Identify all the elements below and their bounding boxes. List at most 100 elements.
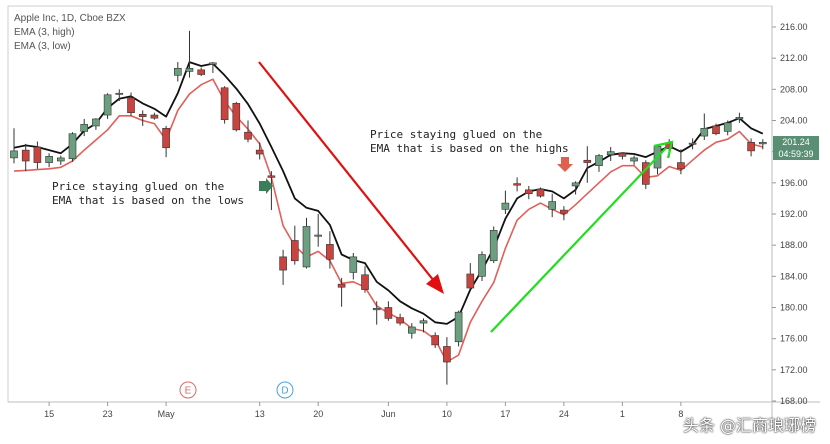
symbol-title: Apple Inc, 1D, Cboe BZX <box>14 13 126 24</box>
candle <box>595 154 603 172</box>
candle-body <box>758 142 767 145</box>
candle-body <box>80 124 88 132</box>
candle <box>349 252 358 280</box>
y-tick-label: 188.00 <box>780 240 808 250</box>
candle-body <box>372 307 381 311</box>
candle <box>127 92 135 116</box>
candle-body <box>10 150 18 159</box>
candle <box>384 301 393 321</box>
candle <box>712 123 720 136</box>
candle <box>536 187 545 198</box>
x-tick-label: 17 <box>500 409 510 419</box>
y-tick-label: 176.00 <box>780 334 808 344</box>
candle <box>407 323 416 339</box>
candle <box>443 337 451 385</box>
candle-body <box>548 201 557 210</box>
y-tick-label: 196.00 <box>780 178 808 188</box>
x-tick-label: 20 <box>313 409 323 419</box>
candle <box>174 62 182 82</box>
candle-body <box>513 183 521 186</box>
candle-body <box>595 155 603 166</box>
candle-body <box>21 149 30 162</box>
candle <box>548 193 557 218</box>
candle <box>302 217 311 269</box>
candle-body <box>185 67 194 72</box>
y-tick-label: 212.00 <box>780 53 808 63</box>
candle-body <box>618 152 627 157</box>
candle-body <box>407 326 416 334</box>
axes-layer: 216.00212.00208.00204.00200.00196.00192.… <box>7 5 820 428</box>
y-tick-label: 192.00 <box>780 209 808 219</box>
candle-body <box>209 62 217 65</box>
candle <box>337 277 346 307</box>
ema-high-legend: EMA (3, high) <box>14 27 75 38</box>
candle-body <box>443 346 451 363</box>
y-tick-label: 216.00 <box>780 22 808 32</box>
candle-body <box>267 175 276 178</box>
candle-body <box>68 133 77 159</box>
candle-body <box>560 209 568 214</box>
candle <box>630 155 638 165</box>
annotation-highs: Price staying glued on the EMA that is b… <box>370 128 569 155</box>
candle <box>220 86 229 124</box>
candle <box>560 206 568 221</box>
candle-body <box>712 125 720 135</box>
candle-body <box>337 283 346 288</box>
candle <box>489 226 498 264</box>
candle-body <box>138 113 147 117</box>
candle-body <box>489 230 498 262</box>
candle <box>735 112 744 123</box>
x-tick-label: Jun <box>381 409 396 419</box>
candle-body <box>396 317 404 324</box>
candle-body <box>747 142 755 152</box>
candle <box>501 190 510 214</box>
candle-body <box>583 159 592 163</box>
candle <box>21 143 30 172</box>
candle <box>138 110 147 126</box>
candle <box>677 149 685 175</box>
candle-body <box>431 335 440 346</box>
candle-body <box>723 122 732 132</box>
candle-body <box>220 87 229 121</box>
downtrend-arrow-head <box>426 274 444 294</box>
candle-body <box>349 256 358 273</box>
candle <box>419 318 428 333</box>
candle <box>583 146 592 183</box>
candle-body <box>255 149 264 155</box>
candle <box>255 142 264 160</box>
candle-body <box>384 307 393 319</box>
candle <box>524 185 533 200</box>
candle <box>232 101 241 132</box>
candle <box>513 177 521 192</box>
down-arrow-marker <box>557 157 573 172</box>
x-tick-label: 10 <box>442 409 452 419</box>
bar-countdown-label: 04:59:39 <box>773 148 819 160</box>
y-tick-label: 208.00 <box>780 84 808 94</box>
candle <box>454 310 463 347</box>
candle-body <box>127 97 135 114</box>
candle <box>326 231 334 269</box>
candle-body <box>326 244 334 260</box>
candle-body <box>33 146 42 163</box>
candle <box>185 30 194 78</box>
candle <box>758 139 767 150</box>
event-marker-label: E <box>185 386 192 397</box>
candle-body <box>115 92 124 95</box>
candle <box>723 120 732 136</box>
x-tick-label: 1 <box>620 409 625 419</box>
candle-body <box>630 157 638 162</box>
event-marker-circle <box>179 381 197 399</box>
y-tick-label: 204.00 <box>780 116 808 126</box>
candle <box>45 153 53 168</box>
candle <box>700 113 709 140</box>
candle <box>92 118 100 130</box>
last-price-label: 201.24 <box>773 136 819 148</box>
candle-body <box>501 202 510 210</box>
right-arrow-marker <box>259 178 273 194</box>
candle <box>747 138 755 157</box>
event-marker-label: D <box>281 386 288 397</box>
candle-body <box>536 188 545 197</box>
candle-body <box>478 254 486 277</box>
